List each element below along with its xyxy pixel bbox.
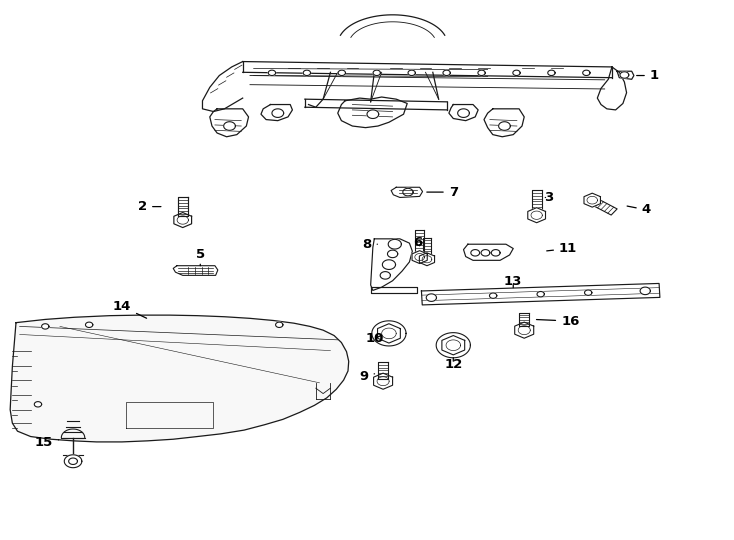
Polygon shape (421, 284, 660, 305)
Text: 15: 15 (34, 436, 59, 449)
Polygon shape (403, 188, 413, 196)
Polygon shape (640, 287, 650, 295)
Polygon shape (378, 362, 388, 379)
Polygon shape (10, 315, 349, 442)
Polygon shape (442, 335, 465, 355)
Polygon shape (537, 292, 545, 297)
Polygon shape (338, 70, 346, 76)
Polygon shape (372, 321, 406, 346)
Polygon shape (85, 322, 92, 327)
Text: 3: 3 (544, 191, 553, 204)
Polygon shape (490, 293, 497, 299)
Polygon shape (515, 322, 534, 338)
Polygon shape (458, 109, 469, 117)
Text: 7: 7 (426, 186, 458, 199)
Polygon shape (371, 239, 413, 291)
Polygon shape (203, 62, 243, 112)
Polygon shape (371, 287, 417, 293)
Polygon shape (69, 458, 77, 464)
Text: 11: 11 (547, 242, 577, 255)
Polygon shape (583, 70, 590, 76)
Polygon shape (210, 109, 249, 137)
Polygon shape (531, 191, 542, 212)
Polygon shape (436, 333, 470, 358)
Polygon shape (449, 105, 478, 120)
Text: 10: 10 (365, 332, 383, 345)
Polygon shape (443, 70, 450, 76)
Polygon shape (426, 294, 437, 301)
Polygon shape (484, 109, 524, 137)
Polygon shape (419, 253, 435, 266)
Polygon shape (34, 402, 42, 407)
Polygon shape (617, 71, 634, 79)
Polygon shape (415, 230, 424, 254)
Polygon shape (464, 244, 513, 260)
Polygon shape (178, 198, 188, 217)
Polygon shape (620, 72, 629, 78)
Text: 1: 1 (636, 69, 659, 82)
Text: 12: 12 (444, 357, 462, 370)
Polygon shape (367, 110, 379, 118)
Polygon shape (373, 70, 380, 76)
Polygon shape (275, 322, 283, 327)
Polygon shape (491, 249, 500, 256)
Polygon shape (377, 323, 400, 343)
Polygon shape (591, 198, 617, 215)
Polygon shape (584, 193, 600, 207)
Text: 13: 13 (504, 275, 523, 288)
Polygon shape (42, 323, 49, 329)
Polygon shape (261, 105, 292, 120)
Polygon shape (513, 70, 520, 76)
Polygon shape (174, 213, 192, 227)
Polygon shape (382, 260, 396, 269)
Polygon shape (269, 70, 275, 76)
Text: 5: 5 (196, 248, 205, 266)
Polygon shape (388, 250, 398, 258)
Polygon shape (584, 290, 592, 295)
Text: 14: 14 (113, 300, 147, 318)
Polygon shape (388, 239, 401, 249)
Polygon shape (65, 455, 81, 468)
Polygon shape (548, 70, 555, 76)
Polygon shape (470, 249, 479, 256)
Polygon shape (478, 70, 485, 76)
Text: 8: 8 (363, 238, 377, 251)
Polygon shape (408, 70, 415, 76)
Text: 4: 4 (627, 204, 651, 217)
Polygon shape (528, 208, 545, 222)
Polygon shape (173, 266, 218, 275)
Polygon shape (391, 187, 423, 198)
Polygon shape (338, 97, 407, 127)
Polygon shape (412, 251, 427, 264)
Polygon shape (303, 70, 310, 76)
Polygon shape (224, 122, 236, 130)
Polygon shape (380, 272, 390, 279)
Polygon shape (498, 122, 510, 130)
Polygon shape (374, 373, 393, 389)
Polygon shape (597, 67, 627, 110)
Text: 2: 2 (138, 200, 161, 213)
Polygon shape (423, 238, 432, 256)
Text: 16: 16 (537, 314, 579, 328)
Text: 9: 9 (360, 370, 374, 383)
Polygon shape (272, 109, 283, 117)
Polygon shape (519, 313, 529, 326)
Text: 6: 6 (413, 235, 423, 248)
Polygon shape (481, 249, 490, 256)
